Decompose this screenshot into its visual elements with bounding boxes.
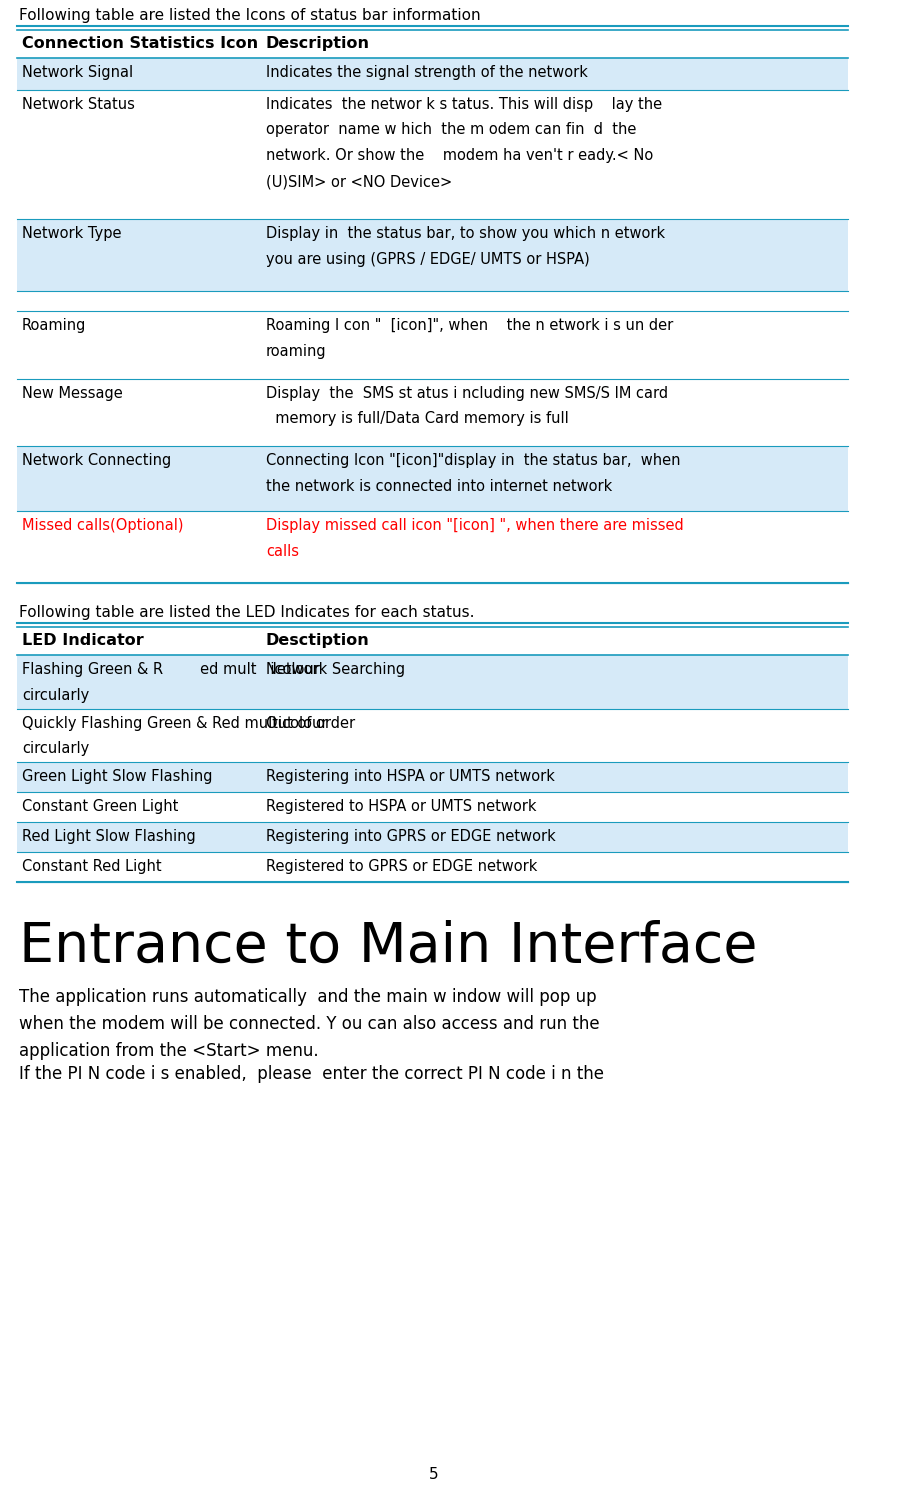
Text: LED Indicator: LED Indicator	[22, 633, 143, 647]
Text: Flashing Green & R        ed mult   icolour
circularly: Flashing Green & R ed mult icolour circu…	[22, 662, 320, 702]
Text: Network Status: Network Status	[22, 97, 135, 111]
Bar	[17, 852, 847, 882]
Text: Entrance to Main Interface: Entrance to Main Interface	[19, 919, 758, 974]
Text: Following table are listed the LED Indicates for each status.: Following table are listed the LED Indic…	[19, 604, 475, 619]
Bar	[17, 58, 847, 89]
Text: Constant Green Light: Constant Green Light	[22, 799, 178, 814]
Text: Out of order: Out of order	[266, 716, 355, 731]
Bar	[17, 220, 847, 291]
Text: Network Signal: Network Signal	[22, 65, 133, 80]
Text: Registering into HSPA or UMTS network: Registering into HSPA or UMTS network	[266, 769, 554, 784]
Bar	[17, 291, 847, 310]
Bar	[17, 310, 847, 379]
Text: Constant Red Light: Constant Red Light	[22, 860, 162, 875]
Text: Network Connecting: Network Connecting	[22, 453, 171, 468]
Bar	[17, 793, 847, 823]
Bar	[17, 89, 847, 220]
Text: Description: Description	[266, 36, 370, 50]
Text: Registered to GPRS or EDGE network: Registered to GPRS or EDGE network	[266, 860, 537, 875]
Text: Connection Statistics Icon: Connection Statistics Icon	[22, 36, 258, 50]
Text: Indicates the signal strength of the network: Indicates the signal strength of the net…	[266, 65, 588, 80]
Bar	[17, 511, 847, 584]
Text: Registered to HSPA or UMTS network: Registered to HSPA or UMTS network	[266, 799, 536, 814]
Text: Display in  the status bar, to show you which n etwork
you are using (GPRS / EDG: Display in the status bar, to show you w…	[266, 226, 665, 267]
Text: Desctiption: Desctiption	[266, 633, 370, 647]
Bar	[17, 30, 847, 58]
Text: Following table are listed the Icons of status bar information: Following table are listed the Icons of …	[19, 7, 480, 22]
Text: Missed calls(Optional): Missed calls(Optional)	[22, 518, 184, 533]
Bar	[17, 447, 847, 511]
Bar	[17, 708, 847, 762]
Text: The application runs automatically  and the main w indow will pop up
when the mo: The application runs automatically and t…	[19, 988, 600, 1060]
Text: Registering into GPRS or EDGE network: Registering into GPRS or EDGE network	[266, 829, 555, 843]
Text: Quickly Flashing Green & Red multicolour
circularly: Quickly Flashing Green & Red multicolour…	[22, 716, 328, 756]
Text: Red Light Slow Flashing: Red Light Slow Flashing	[22, 829, 195, 843]
Bar	[17, 823, 847, 852]
Bar	[17, 379, 847, 447]
Bar	[17, 655, 847, 708]
Text: Roaming I con "  [icon]", when    the n etwork i s un der
roaming: Roaming I con " [icon]", when the n etwo…	[266, 318, 673, 359]
Text: Green Light Slow Flashing: Green Light Slow Flashing	[22, 769, 213, 784]
Text: If the PI N code i s enabled,  please  enter the correct PI N code i n the: If the PI N code i s enabled, please ent…	[19, 1065, 604, 1084]
Bar	[17, 762, 847, 793]
Text: New Message: New Message	[22, 386, 122, 401]
Text: Connecting Icon "[icon]"display in  the status bar,  when
the network is connect: Connecting Icon "[icon]"display in the s…	[266, 453, 680, 495]
Text: Display  the  SMS st atus i ncluding new SMS/S IM card
  memory is full/Data Car: Display the SMS st atus i ncluding new S…	[266, 386, 668, 426]
Text: Network Searching: Network Searching	[266, 662, 404, 677]
Text: Indicates  the networ k s tatus. This will disp    lay the
operator  name w hich: Indicates the networ k s tatus. This wil…	[266, 97, 662, 189]
Text: Display missed call icon "[icon] ", when there are missed
calls: Display missed call icon "[icon] ", when…	[266, 518, 684, 558]
Text: Roaming: Roaming	[22, 318, 86, 333]
Bar	[17, 627, 847, 655]
Text: Network Type: Network Type	[22, 226, 121, 241]
Text: 5: 5	[428, 1467, 438, 1482]
